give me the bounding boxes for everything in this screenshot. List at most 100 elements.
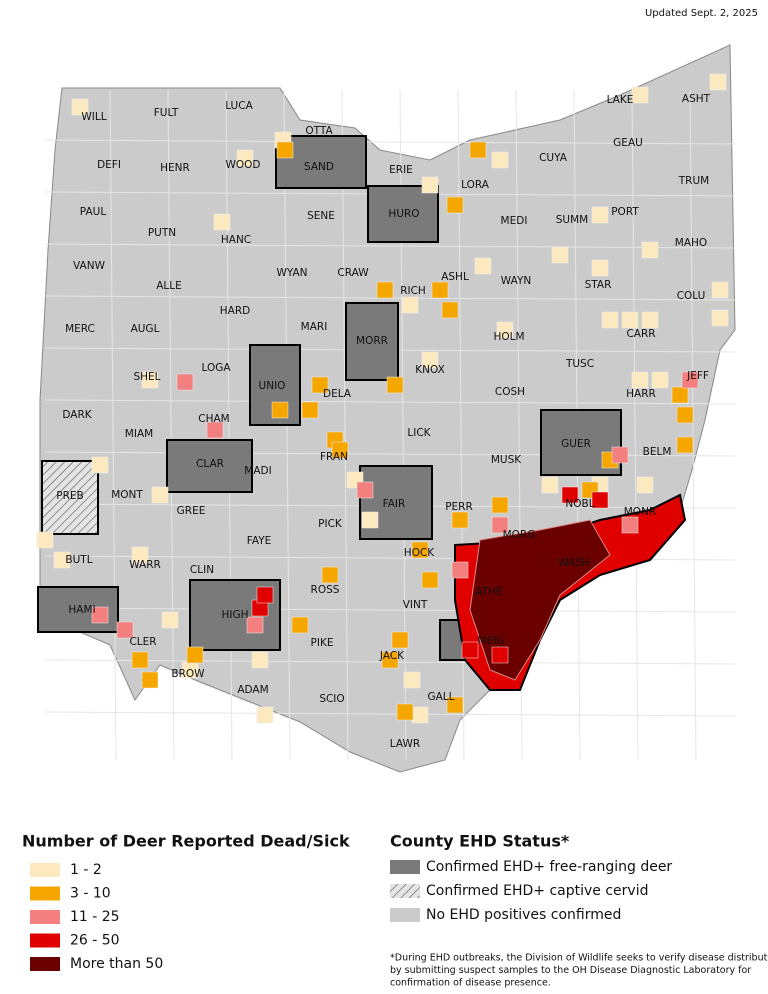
case-cell (256, 586, 274, 604)
case-cell (141, 671, 159, 689)
county-label: FRAN (320, 451, 348, 463)
case-cell (391, 631, 409, 649)
county-label: RICH (400, 285, 426, 297)
county-label: WILL (81, 111, 106, 123)
county-label: LORA (461, 179, 490, 191)
case-cell (561, 486, 579, 504)
updated-date: Updated Sept. 2, 2025 (645, 8, 758, 19)
legend-count-title: Number of Deer Reported Dead/Sick (22, 832, 350, 851)
case-cell (491, 646, 509, 664)
case-cell (671, 386, 689, 404)
legend-swatch (30, 886, 60, 901)
case-cell (676, 436, 694, 454)
county-label: HOCK (404, 547, 435, 559)
case-cell (636, 476, 654, 494)
county-label: BROW (171, 668, 205, 680)
case-cell (131, 546, 149, 564)
case-cell (641, 311, 659, 329)
county-label: HARD (220, 305, 250, 317)
county-label: LICK (407, 427, 431, 439)
county-label: JEFF (686, 370, 709, 382)
confirmed-county (367, 185, 439, 243)
county-label: PREB (56, 490, 83, 502)
county-label: CHAM (198, 413, 229, 425)
case-cell (131, 651, 149, 669)
county-label: SUMM (556, 214, 588, 226)
legend-label: 26 - 50 (70, 933, 120, 949)
county-label: ADAM (237, 684, 268, 696)
legends: 1 - 2 3 - 10 11 - 25 26 - 50 More than 50 Con… (30, 859, 768, 989)
case-cell (491, 516, 509, 534)
county-label: CUYA (539, 152, 568, 164)
case-cell (451, 561, 469, 579)
county-label: MARI (301, 321, 328, 333)
county-label: GEAU (613, 137, 643, 149)
county-label: MIAM (125, 428, 153, 440)
county-label: NOBL (565, 498, 594, 510)
county-label: ERIE (389, 164, 413, 176)
county-label: PUTN (148, 227, 176, 239)
legend-status-title: County EHD Status* (390, 832, 570, 851)
county-line (109, 89, 117, 761)
case-cell (36, 531, 54, 549)
footnote-line: by submitting suspect samples to the OH … (390, 965, 751, 976)
county-label: CLER (129, 636, 156, 648)
county-labels: WILL FULT LUCA OTTA LAKE ASHT SAND ERIE CUYA GEAU… (56, 93, 710, 750)
county-label: COSH (495, 386, 525, 398)
case-cell (186, 646, 204, 664)
legend-label: 1 - 2 (70, 862, 102, 878)
county-label: UNIO (259, 380, 286, 392)
county-label: MAHO (675, 237, 707, 249)
legend-label: More than 50 (70, 956, 163, 972)
county-label: WAYN (501, 275, 531, 287)
case-cell (361, 511, 379, 529)
county-line (44, 607, 736, 613)
case-cell (91, 456, 109, 474)
case-cell (681, 371, 699, 389)
case-cell (421, 571, 439, 589)
case-cell (256, 706, 274, 724)
legend-label: Confirmed EHD+ free-ranging deer (426, 859, 672, 875)
case-cell (396, 703, 414, 721)
county-line (44, 243, 736, 249)
county-label: TUSC (565, 358, 594, 370)
county-label: ROSS (311, 584, 340, 596)
case-cell (141, 371, 159, 389)
county-label: HANC (221, 234, 251, 246)
county-line (44, 711, 736, 717)
legend-label: 3 - 10 (70, 886, 111, 902)
county-label: HOLM (493, 331, 524, 343)
case-cell (91, 606, 109, 624)
county-label: PAUL (80, 206, 107, 218)
legend-label: No EHD positives confirmed (426, 907, 621, 923)
case-cell (271, 401, 289, 419)
case-cell (591, 259, 609, 277)
county-label: HIGH (221, 609, 248, 621)
case-cell (386, 376, 404, 394)
case-cell (161, 611, 179, 629)
case-cell (401, 296, 419, 314)
case-cell (291, 616, 309, 634)
county-label: AUGL (131, 323, 160, 335)
county-line (167, 89, 175, 761)
case-cell (376, 281, 394, 299)
county-line (689, 89, 697, 761)
case-cell (301, 401, 319, 419)
confirmed-county (166, 439, 253, 493)
county-label: DEFI (97, 159, 121, 171)
county-label: ASHT (682, 93, 711, 105)
county-label: SENE (307, 210, 335, 222)
county-label: PERR (445, 501, 473, 513)
county-label: CLIN (190, 564, 214, 576)
county-line (44, 399, 736, 405)
legend-swatch (390, 860, 420, 874)
captive-county (41, 460, 99, 535)
legend-swatch (390, 884, 420, 898)
case-cell (236, 149, 254, 167)
county-label: MEDI (501, 215, 528, 227)
case-cell (321, 566, 339, 584)
case-cell (491, 496, 509, 514)
case-cell (381, 651, 399, 669)
county-label: WYAN (276, 267, 307, 279)
